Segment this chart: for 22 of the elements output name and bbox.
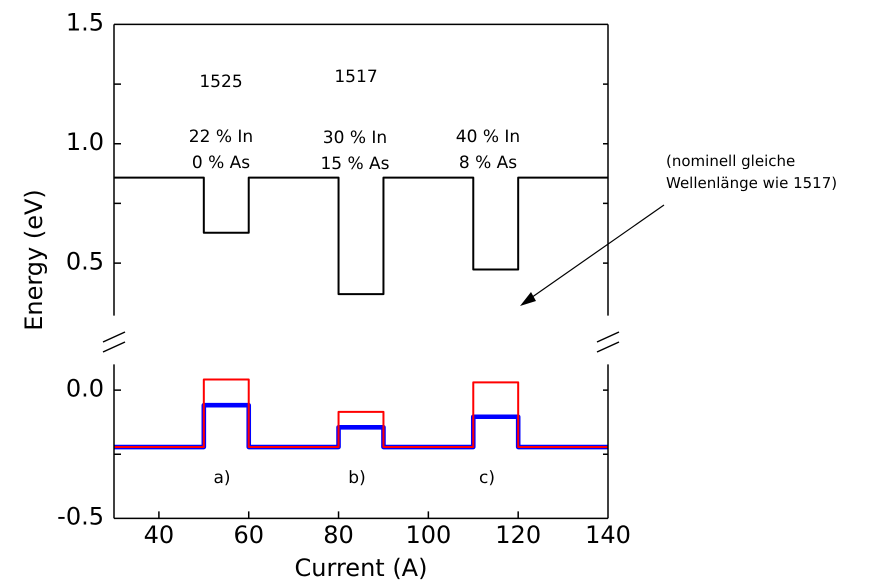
x-tick-label: 80 [323,521,354,550]
annotation: a) [213,467,231,490]
x-tick-label: 140 [585,521,631,550]
y-tick-label: 1.0 [66,128,104,156]
x-tick-label: 120 [495,521,542,550]
annotation: 1517 [334,66,378,89]
text: (nominell gleiche Wellenlänge wie 1517) [666,151,838,194]
y-tick-label: 1.5 [66,8,104,37]
x-tick-label: 60 [233,521,264,550]
annotation: c) [479,467,495,490]
annotation: b) [348,467,366,490]
y-tick-label: 0.5 [66,247,104,276]
x-tick-label: 100 [405,521,452,550]
y-axis-title: Energy (eV) [20,189,48,331]
y-tick-label: 0.0 [66,374,104,402]
x-tick-label: 40 [144,521,174,550]
annotation: 30 % In 15 % As [320,127,390,176]
annotation: 1525 [199,71,243,94]
annotation: 22 % In 0 % As [188,126,254,175]
x-axis-title: Current (A) [294,554,428,582]
y-tick-label: -0.5 [57,502,104,531]
annotation: 40 % In 8 % As [456,126,520,175]
